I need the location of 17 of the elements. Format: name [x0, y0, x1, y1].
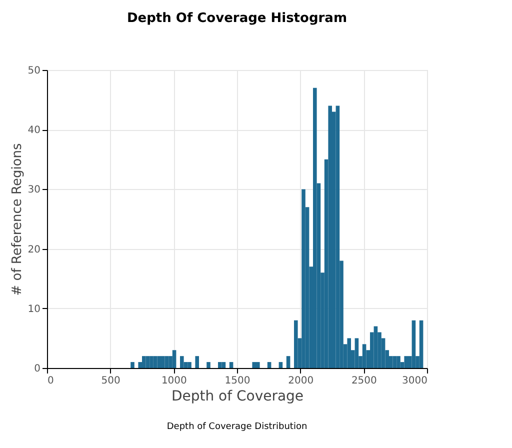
y-tick-label: 50 — [28, 66, 40, 76]
x-tick-label: 1500 — [224, 376, 250, 386]
chart-title: Depth Of Coverage Histogram — [127, 11, 347, 26]
text: Depth of Coverage Distribution — [166, 422, 308, 432]
y-tick-label: 10 — [28, 304, 40, 315]
y-tick-label: 0 — [34, 364, 40, 374]
y-tick-label: 40 — [28, 125, 40, 136]
x-tick-label: 2000 — [288, 376, 314, 386]
x-tick-label: 2500 — [351, 376, 377, 386]
x-tick-label: 1000 — [161, 376, 187, 386]
x-tick-label: 0 — [48, 376, 54, 386]
y-tick-label: 20 — [28, 244, 40, 256]
y-axis-title: # of Reference Regions — [10, 142, 25, 296]
x-axis-title: Depth of Coverage — [171, 388, 304, 404]
y-tick-label: 30 — [28, 184, 40, 196]
x-tick-label: 3000 — [402, 376, 428, 386]
x-tick-label: 500 — [101, 376, 120, 386]
